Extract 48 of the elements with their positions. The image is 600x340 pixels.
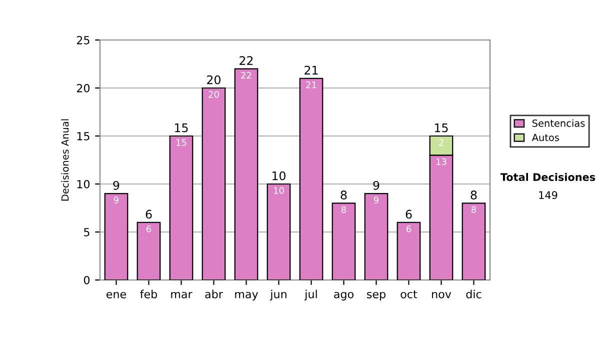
total-label: 8 (340, 190, 347, 200)
total-label: 6 (146, 210, 152, 219)
data-label: 6 (406, 225, 412, 232)
x-tick-label: dic (466, 290, 482, 298)
total-label: 15 (175, 124, 188, 132)
x-tick-label: mar (171, 292, 192, 298)
x-tick-label: ene (106, 292, 126, 298)
y-tick-label: 0 (84, 276, 90, 284)
y-tick-label: 20 (76, 84, 90, 92)
total-label: 8 (470, 190, 477, 200)
data-label: 8 (341, 206, 346, 214)
total-label: 10 (272, 171, 286, 180)
total-label: 6 (406, 210, 412, 219)
total-label: 20 (207, 75, 220, 84)
x-tick-label: ago (334, 292, 354, 300)
text: Total Decisiones (500, 172, 596, 182)
legend-label: Autos (532, 134, 560, 142)
x-tick-label: sep (367, 292, 386, 300)
data-label: 9 (114, 196, 118, 204)
data-label: 13 (436, 158, 446, 166)
data-label: 6 (146, 225, 152, 232)
data-label: 8 (471, 206, 476, 214)
data-label: 21 (306, 81, 316, 88)
x-tick-label: jun (270, 290, 286, 300)
y-tick-label: 15 (77, 132, 90, 140)
x-tick-label: may (235, 292, 258, 300)
total-label: 15 (435, 124, 448, 132)
total-label: 9 (373, 180, 380, 190)
data-label: 22 (241, 72, 252, 79)
x-tick-label: abr (205, 290, 223, 298)
y-tick-label: 10 (77, 180, 90, 188)
total-label: 9 (113, 180, 120, 190)
x-tick-label: jul (304, 290, 317, 300)
data-label: 10 (274, 187, 284, 194)
x-tick-label: nov (432, 292, 452, 298)
data-label: 20 (208, 91, 219, 98)
legend-label: Sentencias (532, 119, 585, 127)
y-tick-label: 25 (76, 36, 90, 44)
total-label: 21 (304, 66, 318, 75)
data-label: 15 (176, 139, 186, 146)
total-label: 22 (240, 56, 253, 65)
y-tick-label: 5 (84, 228, 90, 236)
text: 149 (539, 191, 558, 200)
x-tick-label: feb (140, 290, 158, 298)
x-tick-label: oct (400, 290, 418, 298)
data-label: 9 (374, 196, 378, 204)
data-label: 2 (439, 139, 444, 146)
y-axis-title: Decisiones Anual (61, 119, 69, 201)
